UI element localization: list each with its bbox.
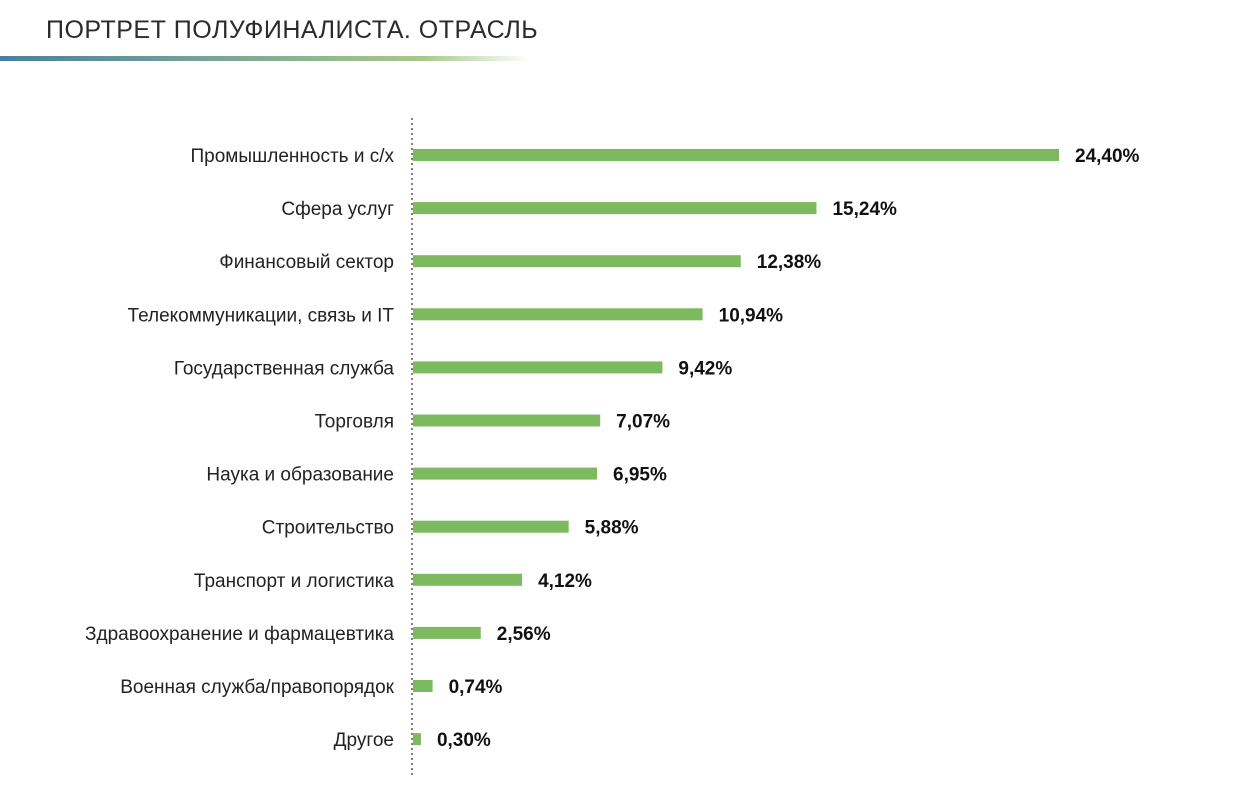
- bar: [413, 626, 481, 639]
- value-label: 0,30%: [437, 730, 491, 751]
- category-label: Здравоохранение и фармацевтика: [85, 624, 394, 645]
- page-title: ПОРТРЕТ ПОЛУФИНАЛИСТА. ОТРАСЛЬ: [46, 16, 539, 44]
- value-label: 4,12%: [538, 571, 592, 592]
- value-label: 10,94%: [719, 305, 784, 326]
- bar: [413, 255, 741, 268]
- value-label: 24,40%: [1075, 146, 1140, 167]
- category-label: Промышленность и с/х: [190, 146, 394, 167]
- category-label: Телекоммуникации, связь и IT: [128, 305, 395, 326]
- bar: [413, 149, 1059, 161]
- value-label: 5,88%: [585, 518, 639, 539]
- category-label: Транспорт и логистика: [194, 571, 394, 592]
- bar: [413, 361, 663, 374]
- category-label: Торговля: [315, 412, 394, 433]
- title-underline: [0, 56, 530, 61]
- value-label: 9,42%: [678, 358, 732, 379]
- bar: [413, 414, 601, 427]
- bar: [413, 680, 433, 692]
- category-label: Строительство: [262, 518, 394, 539]
- bar: [413, 308, 703, 321]
- bar: [413, 467, 598, 480]
- bar: [413, 202, 817, 215]
- bar: [413, 573, 523, 586]
- category-label: Другое: [334, 730, 394, 751]
- category-label: Финансовый сектор: [219, 252, 394, 273]
- value-label: 2,56%: [497, 624, 551, 645]
- value-label: 15,24%: [832, 199, 897, 220]
- value-label: 12,38%: [757, 252, 822, 273]
- value-label: 0,74%: [449, 677, 503, 698]
- category-label: Военная служба/правопорядок: [120, 677, 394, 698]
- bar: [413, 733, 421, 746]
- category-label: Сфера услуг: [281, 199, 394, 220]
- category-label: Наука и образование: [206, 465, 394, 486]
- bar: [413, 520, 569, 533]
- value-label: 7,07%: [616, 412, 670, 433]
- category-label: Государственная служба: [174, 358, 395, 379]
- value-label: 6,95%: [613, 465, 667, 486]
